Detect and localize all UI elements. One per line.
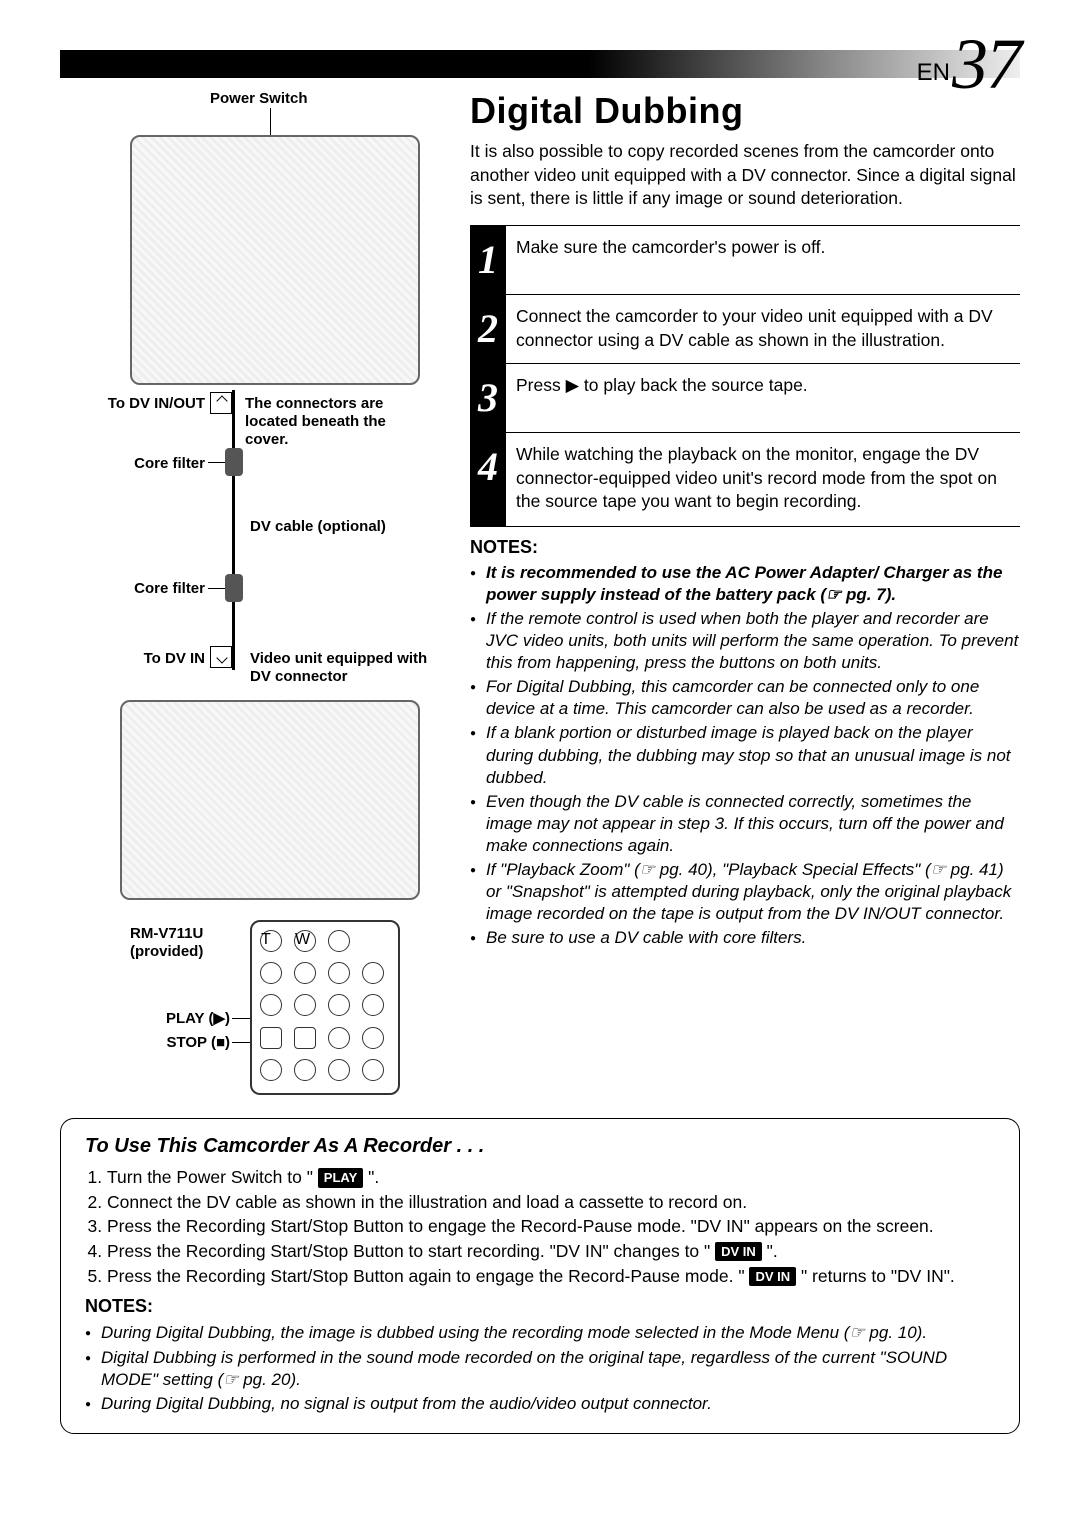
step-text-pre: Press the Recording Start/Stop Button ag…: [107, 1266, 749, 1286]
note-item: If a blank portion or disturbed image is…: [470, 722, 1020, 788]
note-item: Even though the DV cable is connected co…: [470, 791, 1020, 857]
remote-btn: [294, 1027, 316, 1049]
step-2: 2 Connect the camcorder to your video un…: [470, 294, 1020, 363]
step-text-post: " returns to "DV IN".: [796, 1266, 955, 1286]
step-text-post: ".: [363, 1167, 379, 1187]
label-remote-model: RM-V711U (provided): [60, 925, 230, 961]
remote-btn: [294, 962, 316, 984]
pill-dvin-2: DV IN: [749, 1267, 796, 1287]
step-3: 3 Press ▶ to play back the source tape.: [470, 363, 1020, 432]
note-item: During Digital Dubbing, no signal is out…: [85, 1393, 995, 1415]
recorder-step-5: Press the Recording Start/Stop Button ag…: [107, 1265, 995, 1289]
note-item: If the remote control is used when both …: [470, 608, 1020, 674]
step-1: 1 Make sure the camcorder's power is off…: [470, 225, 1020, 294]
step-number: 4: [470, 443, 506, 491]
recorder-step-3: Press the Recording Start/Stop Button to…: [107, 1215, 995, 1239]
core-filter-shape-2: [225, 574, 243, 602]
diagram-column: Power Switch To DV IN/OUT The connectors…: [60, 90, 440, 1100]
step-text: Connect the camcorder to your video unit…: [516, 305, 1020, 352]
remote-btn: [260, 962, 282, 984]
connection-diagram: Power Switch To DV IN/OUT The connectors…: [60, 90, 440, 1100]
main-content: Power Switch To DV IN/OUT The connectors…: [60, 90, 1020, 1100]
remote-btn: W: [294, 930, 316, 952]
connector-icon-2: [210, 646, 232, 668]
notes-list: It is recommended to use the AC Power Ad…: [470, 562, 1020, 950]
leader-line: [232, 1042, 250, 1043]
text-column: Digital Dubbing It is also possible to c…: [470, 90, 1020, 1100]
video-unit-illustration: [120, 700, 420, 900]
camcorder-illustration: [130, 135, 420, 385]
remote-btn: [362, 962, 384, 984]
pill-dvin: DV IN: [715, 1242, 762, 1262]
remote-btn: [362, 1027, 384, 1049]
recorder-heading: To Use This Camcorder As A Recorder . . …: [85, 1133, 995, 1160]
label-video-unit: Video unit equipped with DV connector: [250, 650, 430, 686]
intro-paragraph: It is also possible to copy recorded sce…: [470, 140, 1020, 211]
step-text-post: ".: [762, 1241, 778, 1261]
page-num-value: 37: [952, 24, 1020, 104]
step-text: Make sure the camcorder's power is off.: [516, 236, 1020, 260]
core-filter-shape-1: [225, 448, 243, 476]
label-core-filter-1: Core filter: [60, 455, 205, 473]
label-stop: STOP (■): [60, 1034, 230, 1052]
remote-btn: [294, 1059, 316, 1081]
note-item: If "Playback Zoom" (☞ pg. 40), "Playback…: [470, 859, 1020, 925]
leader-line: [232, 1018, 250, 1019]
note-item: For Digital Dubbing, this camcorder can …: [470, 676, 1020, 720]
label-connectors-beneath: The connectors are located beneath the c…: [245, 395, 425, 449]
remote-btn: [328, 962, 350, 984]
label-to-dv-inout: To DV IN/OUT: [60, 395, 205, 413]
remote-btn: [260, 1027, 282, 1049]
recorder-step-1: Turn the Power Switch to " PLAY ".: [107, 1166, 995, 1190]
recorder-notes-list: During Digital Dubbing, the image is dub…: [85, 1322, 995, 1414]
note-item: During Digital Dubbing, the image is dub…: [85, 1322, 995, 1344]
label-to-dv-in: To DV IN: [60, 650, 205, 668]
label-dv-cable: DV cable (optional): [250, 518, 386, 536]
step-number: 2: [470, 305, 506, 353]
remote-btn: [260, 994, 282, 1016]
step-text: While watching the playback on the monit…: [516, 443, 1020, 514]
step-text: Press ▶ to play back the source tape.: [516, 374, 1020, 398]
recorder-box: To Use This Camcorder As A Recorder . . …: [60, 1118, 1020, 1434]
label-play: PLAY (▶): [60, 1010, 230, 1028]
remote-btn: [362, 1059, 384, 1081]
recorder-step-2: Connect the DV cable as shown in the ill…: [107, 1191, 995, 1215]
steps-list: 1 Make sure the camcorder's power is off…: [470, 225, 1020, 527]
pill-play: PLAY: [318, 1168, 363, 1188]
step-number: 1: [470, 236, 506, 284]
notes-heading: NOTES:: [470, 537, 1020, 558]
remote-btn: [294, 994, 316, 1016]
remote-btn: [328, 1059, 350, 1081]
remote-control-illustration: TW: [250, 920, 400, 1095]
header-gradient-bar: [60, 50, 1020, 78]
step-text-pre: Press the Recording Start/Stop Button to…: [107, 1241, 715, 1261]
recorder-notes-heading: NOTES:: [85, 1294, 995, 1318]
page-prefix: EN: [917, 59, 950, 86]
remote-btn: T: [260, 930, 282, 952]
label-core-filter-2: Core filter: [60, 580, 205, 598]
leader-line: [270, 108, 271, 138]
remote-btn: [362, 994, 384, 1016]
remote-btn: [328, 930, 350, 952]
note-item: Digital Dubbing is performed in the soun…: [85, 1347, 995, 1391]
page-number: EN37: [917, 28, 1020, 100]
dv-cable-line: [232, 390, 235, 670]
step-text-pre: Turn the Power Switch to ": [107, 1167, 318, 1187]
remote-btn: [328, 994, 350, 1016]
recorder-step-4: Press the Recording Start/Stop Button to…: [107, 1240, 995, 1264]
step-number: 3: [470, 374, 506, 422]
note-item: It is recommended to use the AC Power Ad…: [470, 562, 1020, 606]
connector-icon: [210, 392, 232, 414]
step-4: 4 While watching the playback on the mon…: [470, 432, 1020, 527]
remote-btn: [328, 1027, 350, 1049]
remote-btn: [260, 1059, 282, 1081]
label-power-switch: Power Switch: [210, 90, 308, 108]
note-item: Be sure to use a DV cable with core filt…: [470, 927, 1020, 949]
recorder-steps: Turn the Power Switch to " PLAY ". Conne…: [85, 1166, 995, 1288]
